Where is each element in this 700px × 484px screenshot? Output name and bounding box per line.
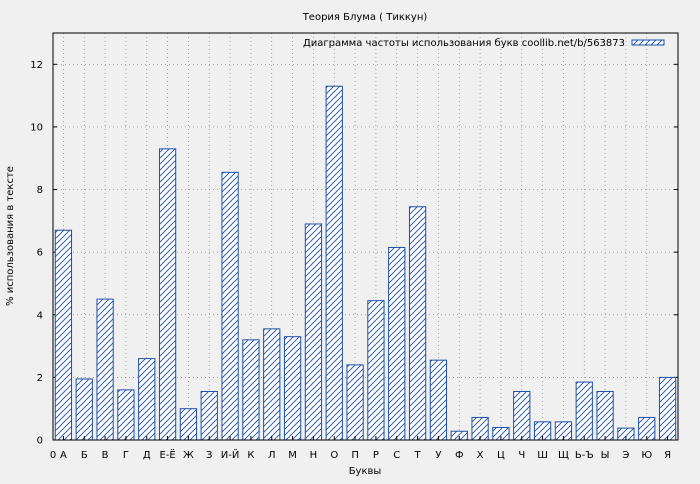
x-origin-label: 0 [50,450,56,461]
y-tick-label: 6 [37,248,43,259]
bar [75,378,93,441]
bar [325,85,343,441]
x-tick-label: М [288,450,297,461]
x-tick-label: Б [81,450,88,461]
bar [596,390,614,441]
y-tick-label: 4 [37,310,43,321]
plot-frame [52,32,679,441]
x-tick-label: З [206,450,212,461]
x-tick-label: С [393,450,400,461]
bar [408,206,427,441]
legend-label: Диаграмма частоты использования букв coo… [303,38,625,49]
bar [96,298,114,441]
x-tick-label: Л [268,450,276,461]
x-tick-label: Ю [641,450,652,461]
x-tick-label: Х [477,450,484,461]
y-tick-label: 12 [30,60,43,71]
x-tick-label: Ф [455,450,464,461]
x-tick-label: Ж [183,450,194,461]
x-tick-label: Н [310,450,318,461]
chart-title: Теория Блума ( Тиккун) [302,12,428,23]
bar [346,364,364,441]
bar [263,328,281,441]
x-tick-label: Ш [537,450,548,461]
bar [283,336,302,441]
x-tick-label: И-Й [221,448,240,461]
x-tick-label: Ы [601,450,610,461]
x-tick-label: Ь-Ъ [575,450,594,461]
x-tick-label: Э [622,450,629,461]
x-tick-label: У [435,450,441,461]
legend-swatch [631,39,665,46]
x-tick-label: Ц [497,450,505,461]
y-tick-label: 10 [30,122,43,133]
bar [367,300,385,441]
x-tick-label: Е-Ё [159,448,175,461]
bar [242,339,260,441]
bar [200,390,218,441]
bar [54,229,73,441]
x-tick-label: А [60,450,67,461]
y-tick-label: 8 [37,185,43,196]
bar [513,390,531,441]
x-tick-label: Щ [558,450,569,461]
y-axis-label: % использования в тексте [5,166,16,306]
x-tick-label: Р [373,450,379,461]
bar [304,223,323,441]
bar [117,389,135,441]
x-axis-label: Буквы [349,466,382,477]
x-tick-label: Д [143,450,151,461]
x-tick-label: Я [664,450,671,461]
bar [138,358,156,441]
plot-background [53,33,678,440]
bar [429,359,448,441]
x-tick-label: Ч [518,450,525,461]
y-tick-label: 0 [37,436,43,447]
legend: Диаграмма частоты использования букв coo… [303,38,665,49]
bar [158,148,177,441]
x-tick-label: Т [414,450,422,461]
y-tick-label: 2 [37,373,43,384]
bar [179,408,198,441]
x-tick-label: К [247,450,254,461]
bar [388,246,406,441]
bar [221,171,239,441]
x-tick-label: П [351,450,359,461]
x-tick-label: В [102,450,109,461]
x-tick-label: Г [123,450,129,461]
x-tick-label: О [330,450,338,461]
bar [658,376,677,441]
bar [575,381,593,441]
